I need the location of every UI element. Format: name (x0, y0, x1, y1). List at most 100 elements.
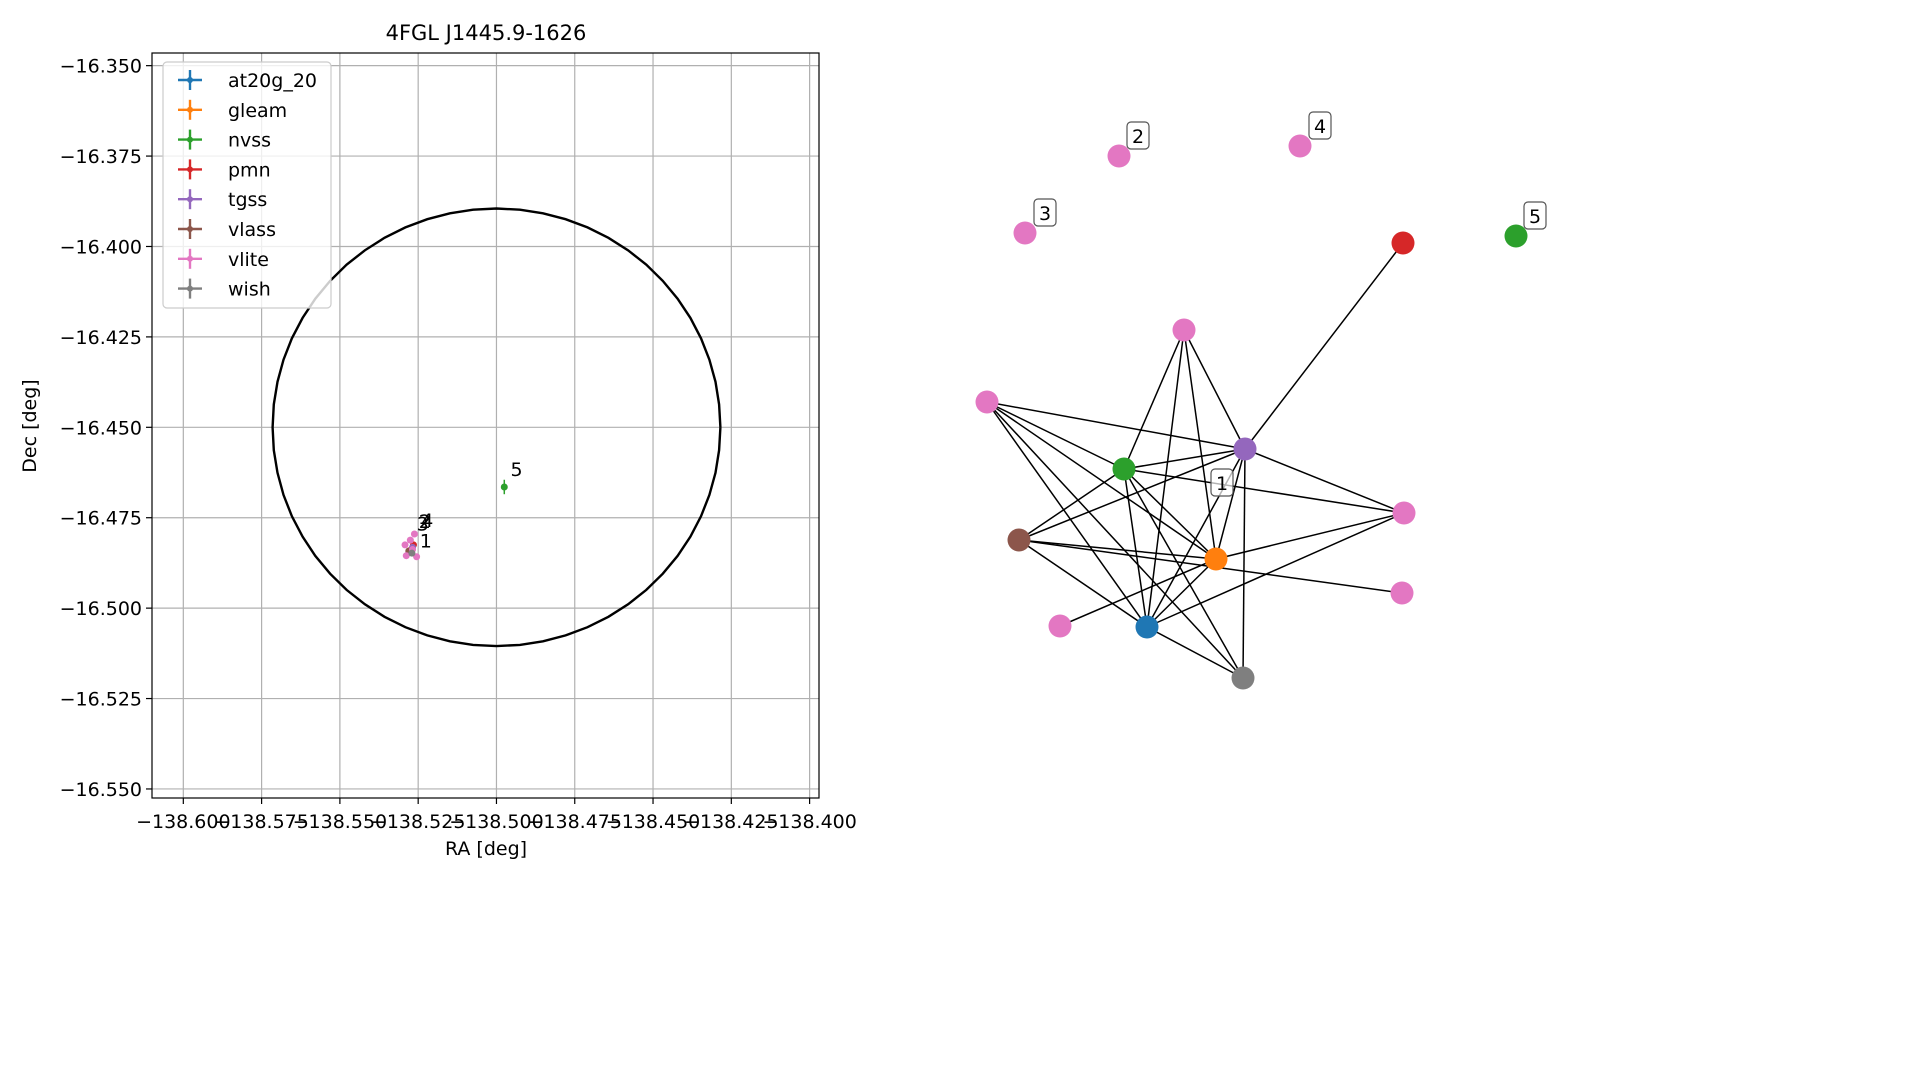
network-node (1392, 501, 1416, 525)
legend-marker-dot (187, 136, 193, 143)
x-tick-label: −138.525 (371, 811, 466, 833)
grid (152, 53, 819, 798)
annotation-label: 5 (511, 459, 523, 481)
network-edge (986, 401, 1246, 450)
network-label: 1 (1216, 473, 1228, 495)
network-edge (1183, 329, 1217, 560)
network-edge (1123, 448, 1246, 470)
network-edge (986, 401, 1244, 679)
network-edge (1018, 539, 1217, 560)
annotation-label: 2 (419, 511, 431, 533)
source-network-graph: 1 2 3 4 5 (975, 111, 1547, 690)
y-axis-label: Dec [deg] (19, 379, 41, 472)
y-tick-label: −16.350 (60, 56, 142, 78)
network-edge (986, 401, 1148, 628)
network-node (1204, 547, 1228, 571)
network-node (1048, 614, 1072, 638)
x-tick-label: −138.475 (527, 811, 622, 833)
legend-marker-dot (187, 226, 193, 232)
network-label-box (1523, 201, 1547, 230)
network-edge (1146, 512, 1405, 628)
legend-marker-dot (187, 106, 193, 113)
x-axis-label: RA [deg] (445, 838, 527, 860)
y-tick-label: −16.525 (60, 689, 142, 711)
chart-title: 4FGL J1445.9-1626 (386, 21, 587, 45)
data-point-nvss (500, 483, 508, 491)
network-edge (1018, 539, 1148, 628)
data-point-vlite (406, 536, 414, 544)
network-edge (1244, 242, 1404, 450)
network-edge (1146, 329, 1185, 628)
network-label-box (1308, 111, 1332, 140)
network-edge (1244, 448, 1405, 514)
network-edge (1018, 448, 1246, 541)
network-edge (1146, 558, 1217, 628)
network-labels: 1 2 3 4 5 (1033, 111, 1547, 497)
legend-entry: wish (228, 279, 271, 301)
region-circle (271, 207, 722, 648)
network-edge (1146, 626, 1244, 679)
legend-marker-dot (187, 166, 193, 173)
annotation-label: 3 (417, 513, 429, 535)
network-edge (1183, 329, 1246, 450)
plot-frame (151, 52, 820, 799)
network-edge (1123, 329, 1185, 470)
network-label-box (1033, 198, 1057, 227)
network-node (1107, 144, 1131, 168)
network-node (1390, 581, 1414, 605)
data-point-vlite (401, 541, 409, 549)
x-tick-label: −138.600 (136, 811, 231, 833)
y-tick-label: −16.475 (60, 508, 142, 530)
y-axis-ticks: −16.350 −16.375 −16.400 −16.425 −16.450 −16.4… (60, 56, 152, 801)
data-point-wish (408, 549, 416, 557)
network-node (1013, 221, 1037, 245)
x-tick-label: −138.500 (449, 811, 544, 833)
legend-entry: nvss (228, 130, 271, 152)
network-node (1288, 134, 1312, 158)
legend-marker-dot (187, 77, 193, 83)
network-edge (1215, 512, 1405, 560)
y-tick-label: −16.450 (60, 417, 142, 439)
y-tick-label: −16.375 (60, 146, 142, 168)
network-edge (1123, 468, 1217, 560)
legend-entry: vlite (228, 249, 269, 271)
x-tick-label: −138.400 (762, 811, 857, 833)
y-tick-label: −16.550 (60, 779, 142, 801)
network-nodes (975, 134, 1528, 690)
network-node (1135, 615, 1159, 639)
search-region-circle (271, 207, 722, 648)
network-node (1231, 666, 1255, 690)
x-axis-ticks: −138.600−138.575−138.550−138.525−138.500… (136, 798, 857, 833)
y-tick-label: −16.425 (60, 327, 142, 349)
legend-marker-dot (187, 285, 193, 292)
network-node (975, 390, 999, 414)
legend-entry: vlass (228, 219, 276, 241)
annotation-label: 4 (421, 510, 433, 532)
legend-entry: gleam (228, 100, 287, 122)
network-edge (986, 401, 1125, 470)
data-point-vlite (402, 552, 410, 560)
network-node (1391, 231, 1415, 255)
legend-marker-dot (187, 196, 193, 203)
network-edge (1018, 468, 1125, 541)
network-label: 4 (1314, 116, 1326, 138)
network-label: 5 (1529, 206, 1541, 228)
network-edge (1123, 468, 1148, 628)
x-tick-label: −138.450 (606, 811, 701, 833)
network-edge (1242, 448, 1246, 679)
network-label: 2 (1132, 126, 1144, 148)
network-label-box (1126, 121, 1150, 150)
network-edge (1059, 558, 1217, 627)
legend-entry: pmn (228, 159, 271, 181)
legend-entry: at20g_20 (228, 70, 317, 92)
network-node (1172, 318, 1196, 342)
annotation-label: 1 (420, 531, 432, 553)
network-edge (986, 401, 1217, 560)
y-tick-label: −16.400 (60, 236, 142, 258)
network-edge (1123, 468, 1405, 514)
x-tick-label: −138.550 (293, 811, 388, 833)
